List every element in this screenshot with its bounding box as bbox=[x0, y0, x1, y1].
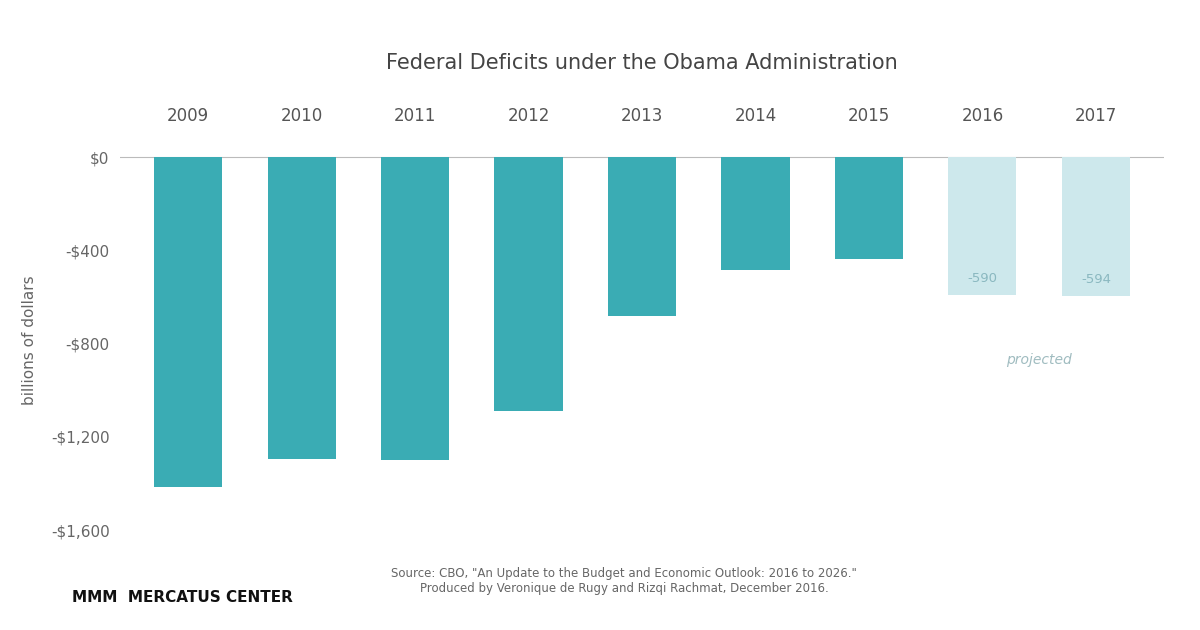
Bar bbox=[154, 158, 222, 486]
Bar bbox=[494, 158, 563, 411]
Text: -1,087: -1,087 bbox=[508, 385, 550, 398]
Y-axis label: billions of dollars: billions of dollars bbox=[22, 275, 37, 405]
Bar bbox=[721, 158, 790, 270]
Bar bbox=[268, 158, 336, 459]
Text: -680: -680 bbox=[628, 292, 656, 306]
Text: -485: -485 bbox=[740, 248, 770, 261]
Text: -1,294: -1,294 bbox=[281, 433, 323, 446]
Text: -1,413: -1,413 bbox=[167, 461, 210, 474]
Text: Source: CBO, "An Update to the Budget and Economic Outlook: 2016 to 2026."
Produ: Source: CBO, "An Update to the Budget an… bbox=[391, 568, 857, 595]
Text: projected: projected bbox=[1007, 353, 1072, 367]
Text: -590: -590 bbox=[967, 272, 997, 285]
Bar bbox=[608, 158, 676, 316]
Bar bbox=[1062, 158, 1130, 295]
Text: -438: -438 bbox=[854, 238, 884, 251]
Text: -1,300: -1,300 bbox=[394, 435, 437, 447]
Bar bbox=[948, 158, 1016, 295]
Text: -594: -594 bbox=[1081, 273, 1111, 286]
Bar bbox=[835, 158, 904, 260]
Title: Federal Deficits under the Obama Administration: Federal Deficits under the Obama Adminis… bbox=[386, 53, 898, 73]
Bar bbox=[382, 158, 449, 461]
Text: ΜΜΜ  MERCATUS CENTER: ΜΜΜ MERCATUS CENTER bbox=[72, 590, 293, 605]
